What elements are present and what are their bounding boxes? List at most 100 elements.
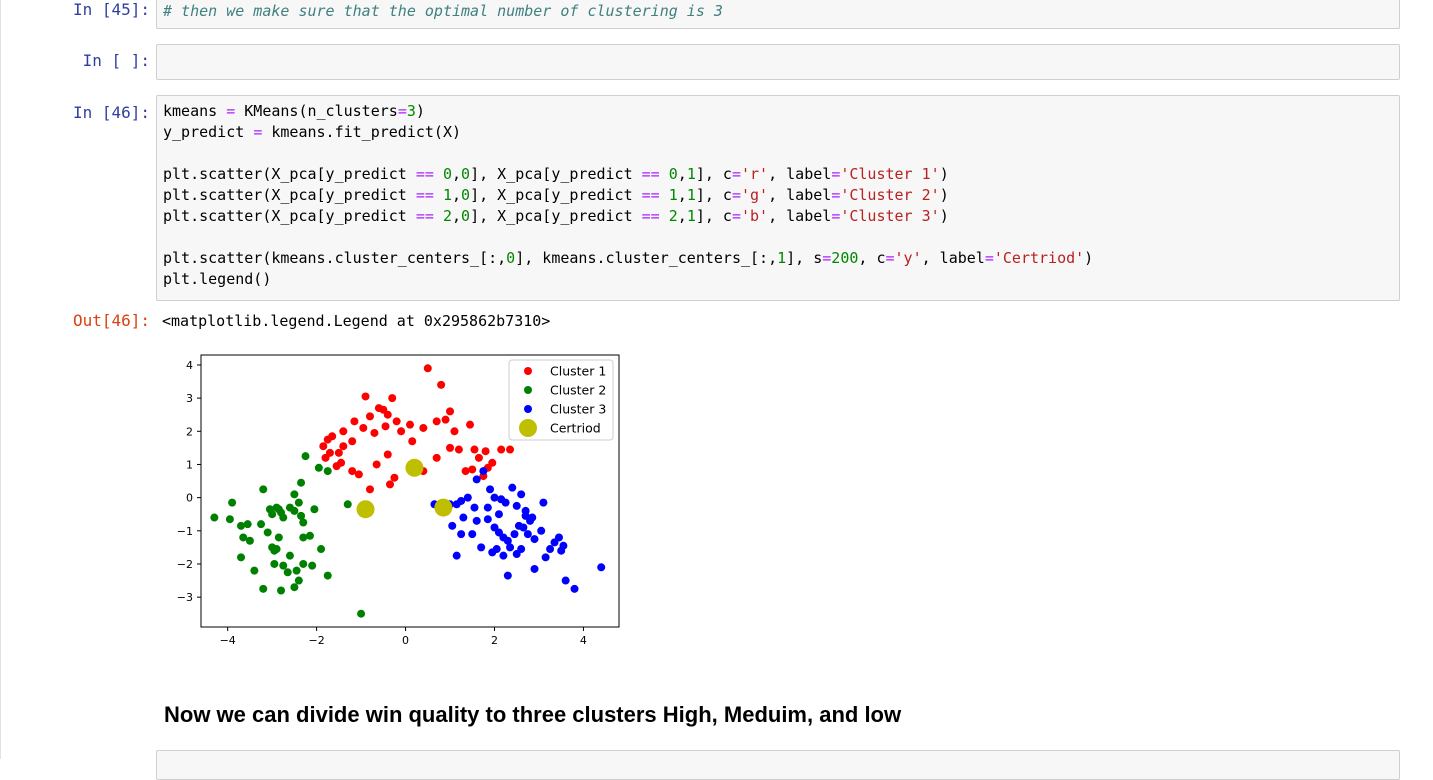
data-point bbox=[392, 417, 401, 426]
data-point bbox=[250, 566, 259, 575]
data-point bbox=[385, 480, 394, 489]
x-tick-label: −4 bbox=[220, 634, 236, 647]
data-point bbox=[239, 533, 248, 542]
output-text: <matplotlib.legend.Legend at 0x295862b73… bbox=[162, 312, 551, 330]
data-point bbox=[339, 442, 348, 451]
y-tick-label: −3 bbox=[177, 591, 193, 604]
data-point bbox=[354, 470, 363, 479]
data-point bbox=[508, 483, 517, 492]
data-point bbox=[432, 453, 441, 462]
legend-label: Cluster 2 bbox=[550, 383, 606, 398]
data-point bbox=[357, 609, 366, 618]
data-point bbox=[461, 467, 470, 476]
y-tick-label: 2 bbox=[186, 425, 193, 438]
legend-marker bbox=[519, 419, 537, 437]
data-point bbox=[561, 576, 570, 585]
data-point bbox=[383, 410, 392, 419]
data-point bbox=[397, 427, 406, 436]
y-tick-label: −1 bbox=[177, 525, 193, 538]
data-point bbox=[290, 583, 299, 592]
data-point bbox=[243, 520, 252, 529]
y-axis: −3 −2 −1 0 1 2 3 4 bbox=[177, 359, 201, 604]
data-point bbox=[290, 490, 299, 499]
plot-points bbox=[210, 364, 606, 618]
data-point bbox=[450, 427, 459, 436]
data-point bbox=[406, 420, 414, 429]
data-point bbox=[523, 530, 532, 539]
data-point bbox=[459, 513, 468, 522]
code-comment: # then we make sure that the optimal num… bbox=[163, 2, 723, 20]
data-point bbox=[423, 364, 432, 373]
code-editor[interactable]: # then we make sure that the optimal num… bbox=[156, 0, 1400, 29]
data-point bbox=[546, 545, 555, 554]
data-point bbox=[274, 533, 283, 542]
data-point bbox=[301, 452, 310, 461]
data-point bbox=[332, 462, 341, 471]
data-point bbox=[446, 443, 455, 452]
data-point bbox=[270, 559, 279, 568]
data-point bbox=[570, 584, 579, 593]
code-editor[interactable] bbox=[156, 44, 1400, 80]
data-point bbox=[479, 467, 488, 476]
legend-label: Cluster 1 bbox=[550, 364, 606, 379]
data-point bbox=[481, 447, 490, 456]
code-editor[interactable]: kmeans = KMeans(n_clusters=3) y_predict … bbox=[156, 95, 1400, 301]
code-editor-next[interactable] bbox=[156, 750, 1400, 780]
data-point bbox=[263, 528, 272, 537]
data-point bbox=[501, 498, 510, 507]
data-point bbox=[245, 536, 254, 545]
data-point bbox=[210, 513, 219, 522]
data-point bbox=[448, 521, 457, 530]
data-point bbox=[554, 533, 563, 542]
data-point bbox=[466, 420, 475, 429]
data-point bbox=[408, 437, 417, 446]
data-point bbox=[483, 515, 492, 524]
data-point bbox=[517, 490, 526, 499]
data-point bbox=[488, 458, 497, 467]
data-point bbox=[503, 536, 512, 545]
legend: Cluster 1 Cluster 2 Cluster 3 Certriod bbox=[508, 359, 614, 441]
data-point bbox=[259, 485, 268, 494]
data-point bbox=[457, 530, 466, 539]
data-point bbox=[274, 505, 283, 514]
data-point bbox=[494, 510, 503, 519]
data-point bbox=[503, 571, 512, 580]
data-point bbox=[305, 531, 314, 540]
y-tick-label: 0 bbox=[186, 492, 193, 505]
data-point bbox=[279, 513, 288, 522]
markdown-heading: Now we can divide win quality to three c… bbox=[164, 702, 902, 727]
data-point bbox=[441, 415, 450, 424]
data-point bbox=[290, 506, 299, 515]
page-edge bbox=[0, 0, 1, 759]
data-point bbox=[490, 493, 499, 502]
data-point bbox=[372, 460, 381, 469]
data-point bbox=[559, 541, 568, 550]
code-source: kmeans = KMeans(n_clusters=3) y_predict … bbox=[163, 102, 1094, 288]
data-point bbox=[497, 445, 506, 454]
data-point bbox=[334, 448, 343, 457]
data-point bbox=[486, 485, 495, 494]
data-point bbox=[225, 515, 234, 524]
x-tick-label: 0 bbox=[402, 634, 409, 647]
data-point bbox=[228, 498, 237, 507]
data-point bbox=[530, 564, 539, 573]
data-point bbox=[270, 546, 279, 555]
data-point bbox=[470, 503, 479, 512]
data-point bbox=[437, 380, 446, 389]
data-point bbox=[237, 521, 246, 530]
data-point bbox=[365, 485, 374, 494]
data-point bbox=[343, 500, 352, 509]
data-point bbox=[539, 498, 548, 507]
data-point bbox=[477, 543, 486, 552]
data-point bbox=[292, 566, 301, 575]
data-point bbox=[283, 568, 292, 577]
input-prompt: In [45]: bbox=[72, 0, 150, 19]
legend-marker bbox=[524, 405, 532, 413]
data-point bbox=[537, 526, 546, 535]
data-point bbox=[381, 422, 390, 431]
data-point bbox=[365, 412, 374, 421]
data-point bbox=[370, 428, 379, 437]
input-prompt: In [ ]: bbox=[82, 51, 150, 70]
data-point bbox=[308, 561, 317, 570]
data-point bbox=[285, 551, 294, 560]
